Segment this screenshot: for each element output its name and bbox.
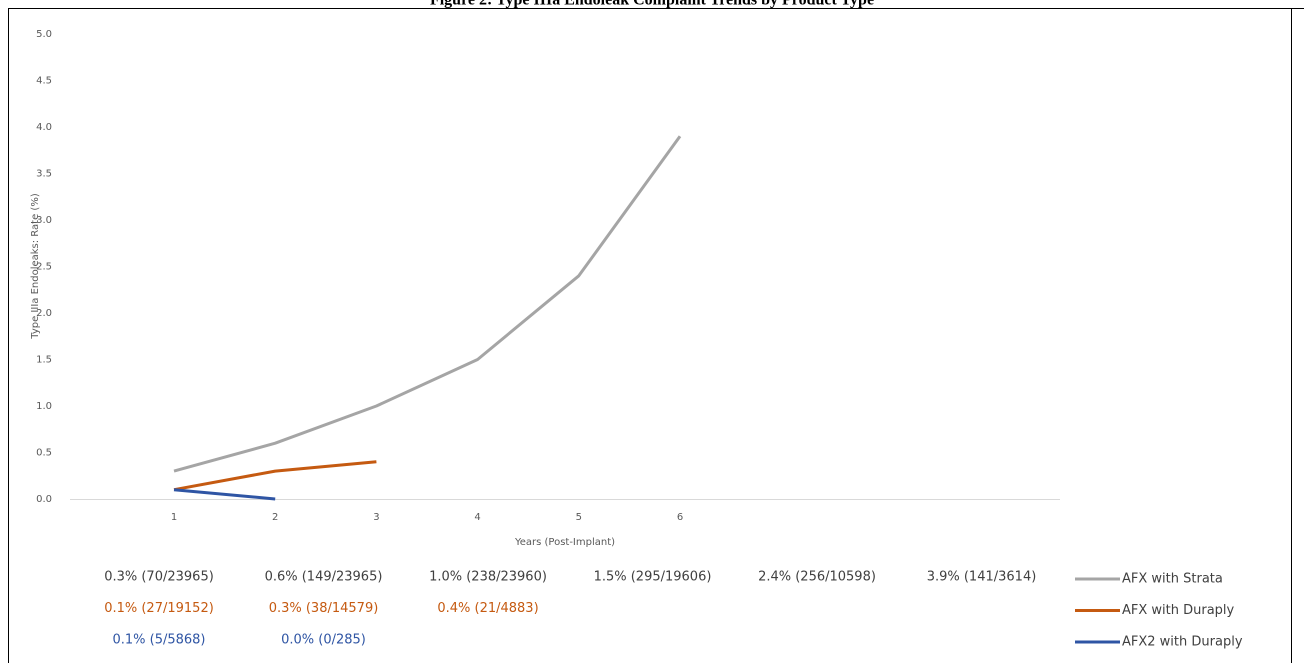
y-tick-label: 0.0 [36,494,52,505]
y-tick-label: 2.5 [36,262,52,273]
series-line [173,460,377,492]
value-label: 1.5% (295/19606) [594,570,712,585]
value-label: 0.1% (5/5868) [112,633,205,648]
y-tick-label: 0.5 [36,448,52,459]
y-tick-label: 2.0 [36,308,52,319]
value-label: 0.6% (149/23965) [265,570,383,585]
legend-label: AFX2 with Duraply [1122,635,1243,650]
frame [8,8,1292,663]
legend-label: AFX with Duraply [1122,603,1235,618]
x-tick-label: 4 [474,512,480,523]
value-label: 1.0% (238/23960) [429,570,547,585]
y-tick-label: 5.0 [36,29,52,40]
value-label: 0.1% (27/19152) [104,601,214,616]
x-tick-label: 6 [677,512,683,523]
legend-label: AFX with Strata [1122,572,1223,587]
value-label: 0.3% (70/23965) [104,570,214,585]
value-label: 0.0% (0/285) [281,633,366,648]
y-tick-label: 4.0 [36,122,52,133]
y-tick-label: 1.5 [36,355,52,366]
value-label: 2.4% (256/10598) [758,570,876,585]
series-line [173,488,276,501]
x-tick-label: 1 [171,512,177,523]
x-tick-label: 5 [576,512,582,523]
chart-title: Figure 2: Type IIIa Endoleak Complaint T… [430,0,874,9]
x-tick-label: 3 [373,512,379,523]
y-axis-title: Type IIIa Endoleaks: Rate (%) [30,193,41,340]
value-label: 3.9% (141/3614) [927,570,1037,585]
y-tick-label: 4.5 [36,76,52,87]
value-label: 0.4% (21/4883) [437,601,538,616]
x-axis-title: Years (Post-Implant) [514,537,615,548]
value-label: 0.3% (38/14579) [269,601,379,616]
series-line [173,135,682,473]
y-tick-label: 1.0 [36,401,52,412]
x-tick-label: 2 [272,512,278,523]
y-tick-label: 3.5 [36,169,52,180]
y-tick-label: 3.0 [36,215,52,226]
